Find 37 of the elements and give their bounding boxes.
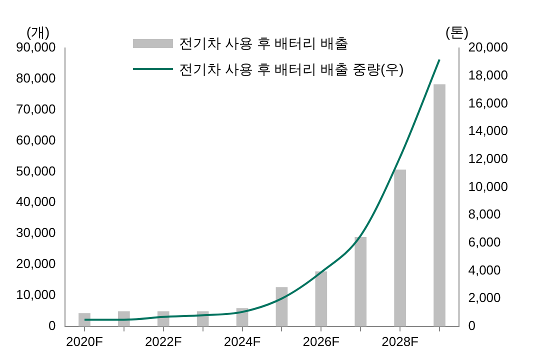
y-tick-label: 80,000 [16, 70, 56, 86]
x-tick-label: 2026F [302, 334, 340, 349]
x-tick-label: 2024F [224, 334, 261, 349]
y-tick-label: 50,000 [16, 163, 56, 178]
y2-tick-label: 6,000 [468, 234, 501, 250]
y-axis-title: (개) [26, 24, 50, 40]
y2-tick-label: 16,000 [468, 95, 508, 110]
x-tick-label: 2022F [144, 334, 182, 349]
y2-tick-label: 18,000 [468, 67, 508, 82]
x-tick-label: 2028F [382, 334, 419, 349]
y-tick-label: 20,000 [16, 256, 56, 272]
bar [276, 287, 288, 326]
y-tick-label: 60,000 [16, 132, 56, 148]
y-tick-label: 40,000 [16, 194, 56, 210]
y2-tick-label: 12,000 [468, 150, 508, 166]
y-tick-label: 0 [48, 318, 56, 333]
x-tick-label: 2020F [66, 334, 103, 349]
y-tick-label: 70,000 [16, 101, 56, 116]
bar [78, 313, 90, 326]
y2-tick-label: 0 [468, 318, 476, 333]
bar [434, 84, 446, 326]
bar [315, 271, 328, 326]
bar [394, 170, 406, 326]
y-tick-label: 30,000 [16, 225, 56, 240]
y2-tick-label: 4,000 [468, 262, 501, 278]
y2-axis-title: (톤) [445, 24, 469, 40]
y2-tick-label: 2,000 [468, 290, 501, 306]
y2-tick-label: 10,000 [468, 178, 508, 194]
legend-label: 전기차 사용 후 배터리 배출 [179, 34, 349, 53]
y2-tick-label: 14,000 [468, 123, 508, 138]
y2-tick-label: 20,000 [468, 40, 508, 55]
legend-label: 전기차 사용 후 배터리 배출 중량(우) [179, 60, 404, 79]
y-tick-label: 90,000 [16, 40, 56, 55]
y2-tick-label: 8,000 [468, 206, 501, 222]
line-series [83, 58, 441, 321]
bar [354, 237, 367, 326]
y-tick-label: 10,000 [16, 287, 56, 302]
